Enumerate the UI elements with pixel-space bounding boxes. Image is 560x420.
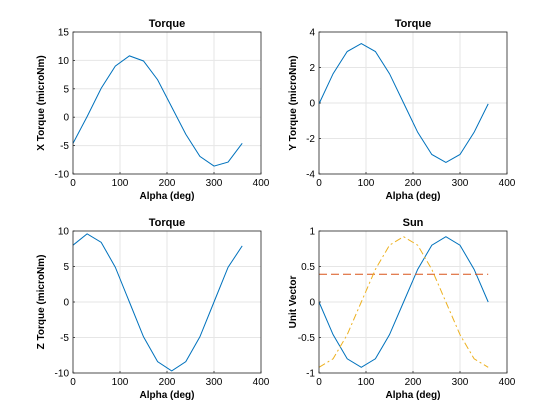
x-tick-label: 400 <box>253 377 270 388</box>
x-tick-label: 300 <box>206 377 223 388</box>
chart-title: Torque <box>149 217 185 229</box>
x-tick-label: 0 <box>316 178 322 189</box>
y-tick-label: -5 <box>60 333 69 344</box>
x-tick-label: 0 <box>316 377 322 388</box>
x-tick-label: 0 <box>70 377 76 388</box>
y-axis-label: X Torque (microNm) <box>36 55 47 150</box>
y-tick-label: -10 <box>55 369 70 380</box>
x-axis-label: Alpha (deg) <box>140 390 195 401</box>
x-tick-label: 100 <box>112 377 129 388</box>
x-axis-label: Alpha (deg) <box>140 191 195 202</box>
y-tick-label: 0 <box>63 113 69 124</box>
series-line-1 <box>318 236 489 368</box>
subplot-2: 0 100 200 300 400 -4 -2 0 2 4 Torque Alpha (deg) Y T… <box>288 18 516 202</box>
y-tick-label: -2 <box>306 134 315 145</box>
y-axis-label: Y Torque (microNm) <box>288 55 299 150</box>
y-tick-label: -1 <box>306 369 315 380</box>
x-tick-label: 100 <box>358 178 375 189</box>
y-axis-label: Z Torque (microNm) <box>36 255 47 350</box>
series-line-1 <box>72 233 243 372</box>
x-tick-label: 200 <box>405 377 422 388</box>
series-line-3 <box>318 236 489 368</box>
x-tick-label: 300 <box>452 178 469 189</box>
x-tick-label: 0 <box>70 178 76 189</box>
x-tick-label: 400 <box>499 377 516 388</box>
y-tick-label: 2 <box>309 63 315 74</box>
y-tick-label: 0 <box>309 99 315 110</box>
x-tick-label: 300 <box>452 377 469 388</box>
subplot-4: 0 100 200 300 400 -1 -0.5 0 0.5 1 Sun Alpha (deg) Un… <box>288 217 516 401</box>
x-tick-label: 100 <box>358 377 375 388</box>
y-tick-label: 10 <box>58 227 70 238</box>
x-tick-label: 100 <box>112 178 129 189</box>
subplot-3: 0 100 200 300 400 -10 -5 0 5 10 Torque Alpha (deg) Z… <box>36 217 270 401</box>
y-tick-label: -5 <box>60 141 69 152</box>
y-tick-label: 0.5 <box>301 262 315 273</box>
axes-frame <box>72 31 262 175</box>
x-tick-label: 200 <box>159 178 176 189</box>
x-tick-label: 200 <box>405 178 422 189</box>
x-tick-label: 300 <box>206 178 223 189</box>
y-tick-label: 4 <box>309 28 315 39</box>
y-tick-label: -0.5 <box>298 333 316 344</box>
y-tick-label: 5 <box>63 262 69 273</box>
x-axis-label: Alpha (deg) <box>386 191 441 202</box>
x-tick-label: 400 <box>253 178 270 189</box>
y-tick-label: 5 <box>63 84 69 95</box>
series-line-1 <box>72 55 243 167</box>
y-tick-label: 1 <box>309 227 315 238</box>
y-tick-label: 0 <box>309 298 315 309</box>
axes-frame <box>72 230 262 374</box>
subplot-1: 0 100 200 300 400 -10 -5 0 5 10 15 Torque Alpha (deg… <box>36 18 270 202</box>
chart-title: Sun <box>403 217 424 229</box>
axes-frame <box>318 230 508 374</box>
chart-title: Torque <box>395 18 431 30</box>
axes-frame <box>318 31 508 175</box>
x-tick-label: 400 <box>499 178 516 189</box>
chart-title: Torque <box>149 18 185 30</box>
y-tick-label: 15 <box>58 28 70 39</box>
y-tick-label: -10 <box>55 170 70 181</box>
x-axis-label: Alpha (deg) <box>386 390 441 401</box>
y-tick-label: -4 <box>306 170 315 181</box>
series-line-1 <box>318 42 489 164</box>
y-axis-label: Unit Vector <box>288 276 299 329</box>
y-tick-label: 10 <box>58 56 70 67</box>
x-tick-label: 200 <box>159 377 176 388</box>
y-tick-label: 0 <box>63 298 69 309</box>
